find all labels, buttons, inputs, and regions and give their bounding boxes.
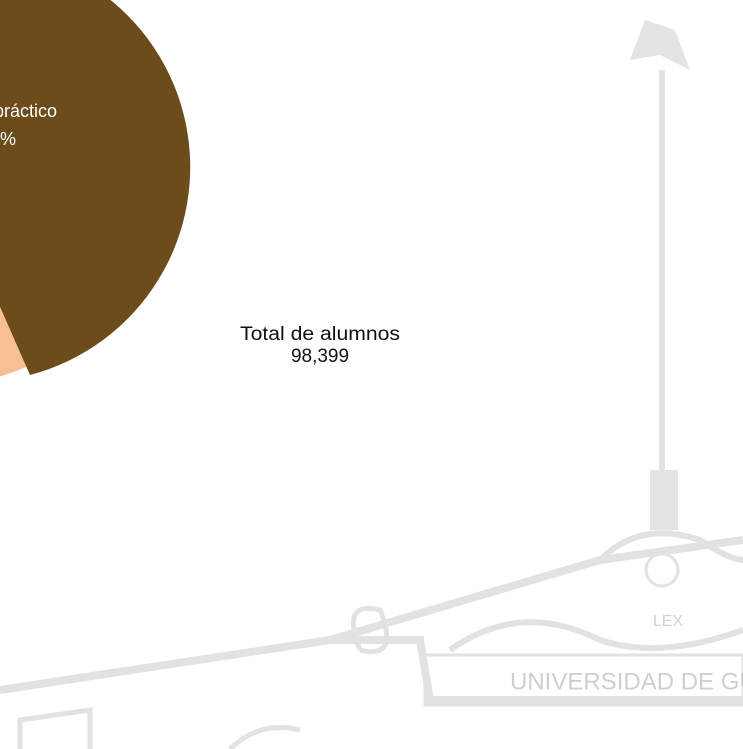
watermark-motto: LEX [653,613,684,630]
slice-percent: % [0,129,16,149]
watermark [0,20,743,749]
slice-label: práctico [0,101,57,121]
watermark-name: UNIVERSIDAD DE GUA [510,668,743,695]
pie-slice [0,0,191,375]
total-label: Total de alumnos [240,324,400,345]
total-value: 98,399 [291,346,349,367]
